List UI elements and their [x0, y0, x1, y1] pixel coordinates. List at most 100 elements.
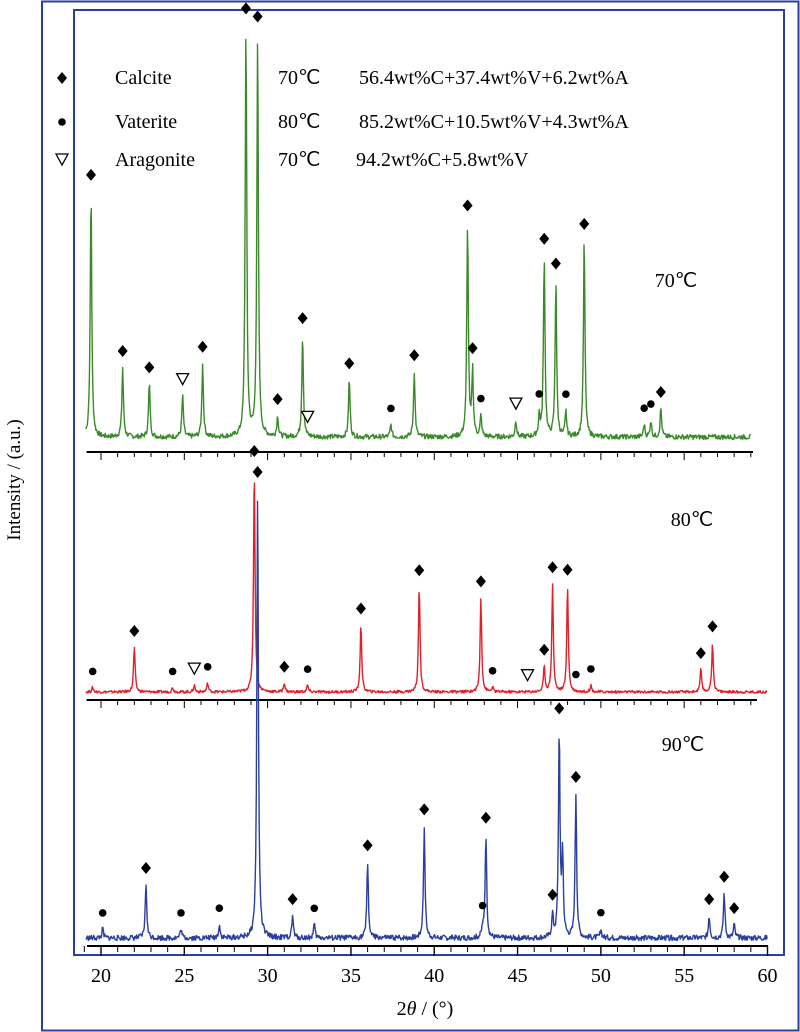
legend-temperature: 70℃: [278, 67, 320, 89]
legend-triangle-icon: [54, 153, 70, 167]
series-label: 90℃: [662, 734, 704, 756]
peak-diamond-marker: [414, 564, 425, 577]
peak-diamond-marker: [695, 647, 706, 660]
series-label: 80℃: [671, 509, 713, 531]
x-axis-label-prefix: 2: [397, 998, 407, 1020]
peak-circle-marker: [478, 901, 487, 910]
peak-diamond-marker: [362, 839, 373, 852]
peak-circle-marker: [488, 667, 497, 675]
peak-circle-marker: [203, 663, 212, 671]
x-axis-label-theta: θ: [407, 998, 417, 1020]
x-tick-label: 45: [508, 965, 528, 987]
peak-diamond-marker: [539, 643, 550, 656]
peak-circle-marker: [168, 667, 177, 676]
x-tick-label: 20: [91, 965, 111, 987]
peak-circle-marker: [303, 665, 312, 673]
peak-circle-marker: [535, 390, 544, 398]
series-line: [85, 38, 751, 441]
peak-diamond-marker: [480, 811, 491, 824]
peak-circle-marker: [177, 909, 185, 917]
legend-label: Calcite: [115, 67, 172, 89]
x-tick-label: 40: [424, 965, 444, 987]
peak-diamond-marker: [547, 888, 558, 901]
x-axis: 20 25 30 35 40 45 50 55 60: [83, 946, 778, 987]
peak-diamond-marker: [707, 620, 718, 633]
peak-circle-marker: [98, 909, 107, 917]
panel-axis: [86, 699, 757, 708]
legend-diamond-icon: [57, 72, 67, 84]
peak-diamond-marker: [355, 602, 366, 615]
x-tick-label: 25: [174, 965, 194, 987]
legend-temperature: 80℃: [278, 111, 320, 133]
peak-diamond-marker: [252, 465, 263, 478]
x-tick-label: 60: [758, 965, 778, 987]
peak-diamond-marker: [579, 217, 590, 230]
peak-diamond-marker: [129, 624, 140, 637]
peak-diamond-marker: [467, 342, 478, 355]
series-line: [85, 500, 768, 942]
legend-circle-icon: [58, 118, 66, 126]
peak-triangle-marker: [300, 410, 315, 424]
peak-circle-marker: [88, 667, 97, 676]
series-line: [85, 482, 768, 694]
peak-diamond-marker: [297, 312, 308, 325]
series-1: 70℃: [85, 2, 753, 460]
x-tick-label: 55: [674, 965, 694, 987]
peak-triangle-marker: [187, 662, 202, 676]
outer-border: [41, 0, 800, 1032]
peak-diamond-marker: [719, 870, 730, 883]
peak-diamond-marker: [144, 361, 155, 374]
peak-diamond-marker: [462, 199, 473, 212]
peak-diamond-marker: [419, 803, 430, 816]
peak-diamond-marker: [570, 770, 581, 783]
legend-composition: 56.4wt%C+37.4wt%V+6.2wt%A: [359, 67, 629, 89]
peak-triangle-marker: [175, 372, 190, 386]
peak-circle-marker: [215, 904, 224, 913]
peak-triangle-marker: [508, 397, 523, 411]
x-tick-label: 50: [591, 965, 611, 987]
legend: Calcite 70℃ 56.4wt%C+37.4wt%V+6.2wt%A Vater…: [54, 67, 629, 171]
peak-diamond-marker: [547, 561, 558, 574]
legend-label: Aragonite: [115, 149, 195, 171]
peak-triangle-marker: [520, 669, 535, 683]
legend-composition: 94.2wt%C+5.8wt%V: [356, 149, 529, 171]
y-axis-label: Intensity / (a.u.): [4, 419, 25, 540]
x-axis-label-suffix: / (°): [416, 998, 453, 1020]
peak-circle-marker: [587, 665, 595, 673]
peak-circle-marker: [640, 404, 648, 413]
peak-circle-marker: [387, 404, 395, 413]
peak-diamond-marker: [197, 340, 208, 353]
peak-circle-marker: [562, 390, 570, 399]
peak-diamond-marker: [249, 444, 260, 457]
peak-diamond-marker: [272, 393, 283, 406]
x-tick-label: 30: [258, 965, 278, 987]
peak-diamond-marker: [655, 386, 666, 399]
peak-diamond-marker: [475, 575, 486, 588]
x-tick-label: 35: [341, 965, 361, 987]
peak-diamond-marker: [704, 893, 715, 906]
peak-circle-marker: [597, 908, 605, 917]
peak-circle-marker: [477, 394, 485, 403]
legend-temperature: 70℃: [278, 149, 320, 171]
peak-diamond-marker: [117, 344, 128, 357]
peak-diamond-marker: [344, 357, 355, 370]
peak-diamond-marker: [550, 257, 561, 270]
peak-diamond-marker: [279, 660, 290, 673]
legend-label: Vaterite: [115, 111, 177, 133]
peak-circle-marker: [647, 400, 655, 408]
x-axis-label: 2θ / (°): [397, 998, 454, 1020]
peak-diamond-marker: [86, 168, 97, 181]
series-3: 90℃: [85, 465, 768, 947]
peak-diamond-marker: [287, 893, 298, 906]
peak-diamond-marker: [562, 563, 573, 576]
panel-axis: [86, 451, 753, 460]
peak-diamond-marker: [554, 702, 565, 715]
peak-diamond-marker: [140, 861, 151, 874]
peak-diamond-marker: [240, 2, 251, 15]
peak-diamond-marker: [729, 902, 740, 915]
series-label: 70℃: [655, 270, 697, 292]
spectra-panels: 70℃ 80℃ 90℃: [85, 2, 768, 947]
peak-circle-marker: [310, 904, 319, 913]
peak-diamond-marker: [409, 349, 420, 362]
